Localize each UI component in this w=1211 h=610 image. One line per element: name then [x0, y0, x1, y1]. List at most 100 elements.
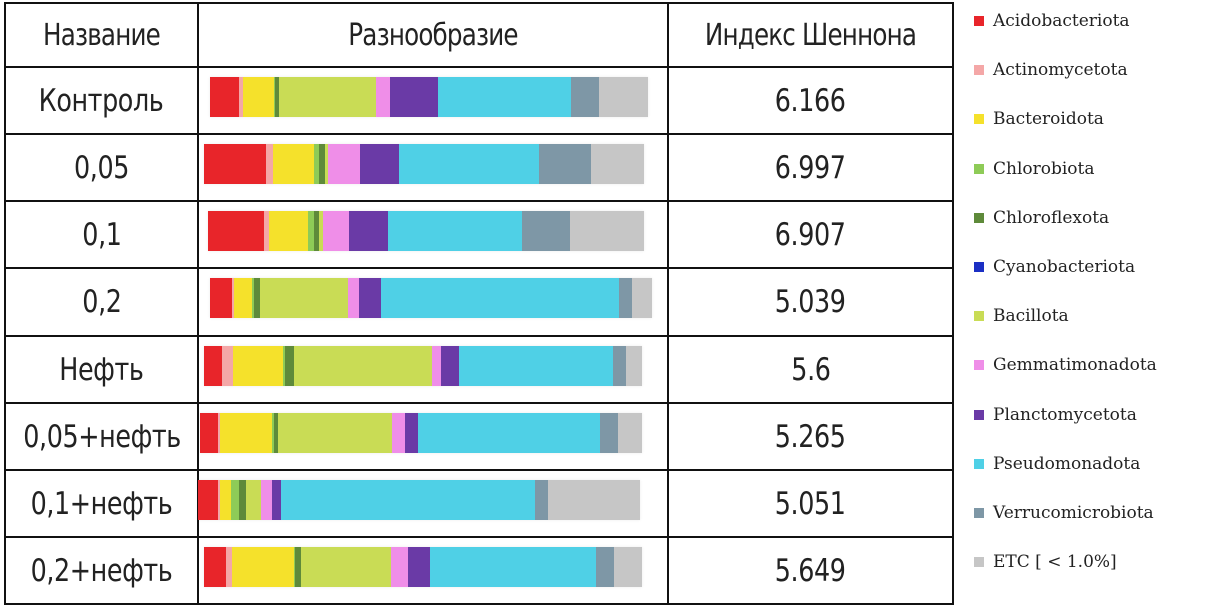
- shannon-index-label: 5.051: [775, 485, 846, 522]
- bar-segment: [293, 547, 295, 587]
- stacked-bar: [210, 77, 648, 117]
- bar-segment: [200, 413, 218, 453]
- bar-segment: [243, 77, 274, 117]
- bar-segment: [210, 77, 239, 117]
- bar-segment: [253, 278, 261, 318]
- bar-segment: [210, 278, 232, 318]
- legend-item: Cyanobacteriota: [974, 254, 1135, 280]
- diversity-cell: [197, 200, 669, 269]
- shannon-index-value: 5.649: [667, 536, 954, 605]
- legend-label: Bacteroidota: [993, 109, 1104, 130]
- bar-segment: [219, 413, 273, 453]
- diversity-cell: [197, 267, 669, 337]
- bar-segment: [274, 77, 275, 117]
- bar-segment: [458, 346, 614, 386]
- diversity-cell: [197, 335, 669, 404]
- stacked-bar: [208, 211, 644, 251]
- legend-label: Cyanobacteriota: [993, 257, 1136, 277]
- bar-segment: [600, 413, 618, 453]
- legend-swatch: [974, 16, 984, 26]
- stacked-bar: [204, 144, 644, 184]
- bar-segment: [392, 413, 406, 453]
- bar-segment: [274, 77, 280, 117]
- legend-item: Acidobacteriota: [974, 8, 1130, 34]
- bar-segment: [307, 211, 315, 251]
- legend-label: Bacillota: [993, 306, 1069, 327]
- bar-segment: [265, 144, 273, 184]
- sample-name-label: 0,1+нефть: [30, 485, 173, 522]
- bar-segment: [198, 480, 218, 520]
- stacked-bar: [210, 278, 652, 318]
- bar-segment: [219, 480, 231, 520]
- bar-segment: [232, 547, 294, 587]
- bar-segment: [280, 480, 536, 520]
- bar-segment: [570, 211, 644, 251]
- diversity-cell: [197, 133, 669, 202]
- legend-swatch: [974, 65, 984, 76]
- legend-label: Pseudomonadota: [993, 453, 1141, 474]
- sample-name-label: 0,05: [74, 149, 129, 186]
- legend-label: ETC [ < 1.0%]: [993, 552, 1117, 573]
- sample-name: 0,2+нефть: [4, 536, 199, 605]
- header-row: Название Разнообразие Индекс Шеннона: [5, 2, 953, 68]
- sample-name: 0,1+нефть: [4, 469, 199, 538]
- bar-segment: [596, 547, 614, 587]
- bar-segment: [225, 547, 233, 587]
- header-diversity: Разнообразие: [239, 2, 627, 68]
- diversity-cell: [197, 402, 669, 471]
- bar-segment: [278, 413, 393, 453]
- bar-segment: [272, 144, 314, 184]
- bar-segment: [535, 480, 549, 520]
- legend-swatch: [974, 212, 984, 223]
- sample-name: Нефть: [4, 335, 199, 404]
- legend-swatch: [974, 557, 984, 568]
- legend-label: Verrucomicrobiota: [993, 503, 1154, 523]
- legend-swatch: [974, 114, 984, 125]
- diversity-cell: [197, 536, 669, 605]
- bar-segment: [238, 77, 244, 117]
- legend-swatch: [974, 508, 984, 518]
- bar-segment: [441, 346, 459, 386]
- bar-segment: [617, 413, 642, 453]
- stacked-bar: [200, 413, 642, 453]
- shannon-index-value: 5.039: [667, 267, 954, 337]
- bar-segment: [376, 77, 390, 117]
- bar-segment: [204, 144, 266, 184]
- legend-swatch: [974, 163, 984, 174]
- bar-segment: [548, 480, 640, 520]
- bar-segment: [272, 413, 274, 453]
- legend-swatch: [974, 458, 984, 469]
- legend-item: Gemmatimonadota: [974, 352, 1157, 378]
- shannon-index-label: 6.997: [775, 149, 846, 186]
- shannon-index-label: 6.166: [775, 82, 846, 119]
- sample-name-label: 0,05+нефть: [23, 418, 181, 455]
- legend-swatch: [974, 360, 984, 371]
- bar-segment: [293, 346, 433, 386]
- bar-segment: [231, 278, 235, 318]
- bar-segment: [327, 144, 360, 184]
- bar-segment: [283, 346, 285, 386]
- bar-segment: [232, 346, 284, 386]
- bar-segment: [591, 144, 644, 184]
- bar-segment: [284, 346, 294, 386]
- shannon-index-value: 6.997: [667, 133, 954, 202]
- stacked-bar: [204, 547, 642, 587]
- diversity-cell: [197, 66, 669, 135]
- bar-segment: [570, 77, 600, 117]
- bar-segment: [626, 346, 642, 386]
- shannon-index-value: 5.6: [667, 335, 954, 404]
- bar-segment: [522, 211, 571, 251]
- bar-segment: [271, 480, 281, 520]
- bar-segment: [314, 144, 319, 184]
- bar-segment: [234, 278, 252, 318]
- bar-segment: [221, 346, 233, 386]
- legend-item: Bacillota: [974, 303, 1069, 329]
- legend-swatch: [974, 311, 984, 322]
- bar-segment: [239, 480, 246, 520]
- sample-name: 0,1: [4, 200, 199, 269]
- legend-swatch: [974, 409, 984, 420]
- bar-segment: [408, 547, 431, 587]
- bar-segment: [261, 480, 272, 520]
- bar-segment: [380, 278, 620, 318]
- legend-swatch: [974, 262, 984, 272]
